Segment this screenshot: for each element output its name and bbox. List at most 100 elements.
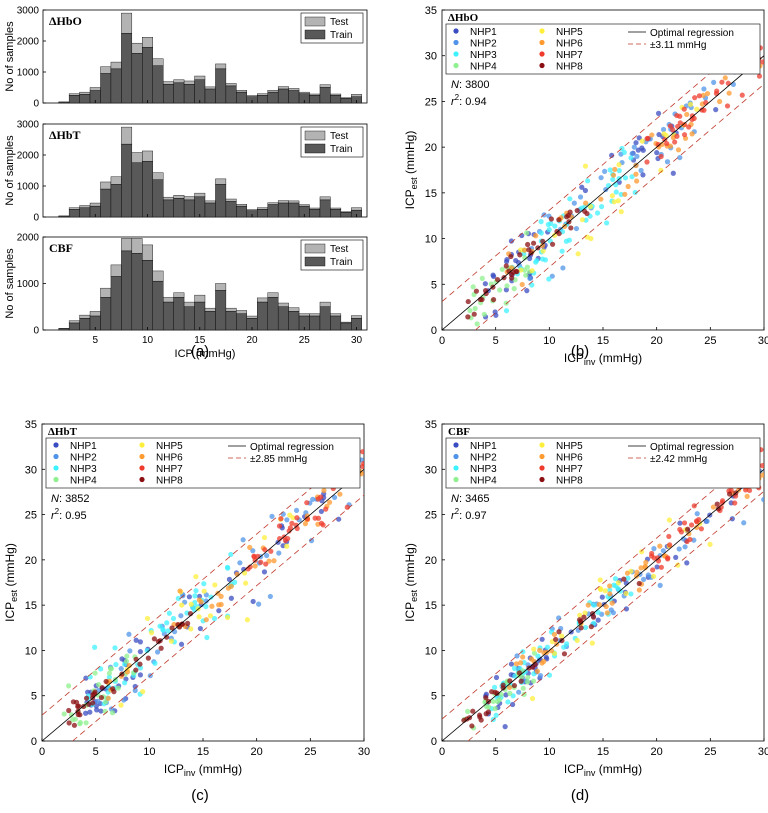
train-bar xyxy=(121,250,133,331)
y-tick-label: 15 xyxy=(425,600,437,612)
test-bar xyxy=(351,315,362,319)
point-nhp2 xyxy=(660,126,667,133)
legend-marker-nhp5 xyxy=(139,442,145,448)
y-tick-label: 35 xyxy=(425,5,437,17)
point-nhp6 xyxy=(105,695,111,701)
point-nhp3 xyxy=(192,593,198,599)
point-nhp3 xyxy=(628,155,634,161)
point-nhp2 xyxy=(293,507,300,514)
point-nhp1 xyxy=(639,145,645,151)
point-nhp7 xyxy=(312,515,318,521)
point-nhp8 xyxy=(83,695,90,701)
y-tick-label: 25 xyxy=(425,96,437,108)
point-nhp7 xyxy=(672,139,678,145)
x-tick-label: 10 xyxy=(543,335,555,347)
point-nhp1 xyxy=(579,184,585,190)
test-bar xyxy=(183,80,195,85)
legend-label-nhp7: NHP7 xyxy=(556,50,583,61)
point-nhp3 xyxy=(567,196,573,202)
point-nhp7 xyxy=(294,515,300,521)
test-bar xyxy=(257,93,268,96)
point-nhp1 xyxy=(508,238,515,244)
point-nhp6 xyxy=(596,601,602,608)
point-nhp5 xyxy=(243,580,249,586)
point-nhp8 xyxy=(465,298,471,305)
point-nhp3 xyxy=(98,666,104,672)
point-nhp1 xyxy=(137,639,143,645)
point-nhp2 xyxy=(651,546,657,552)
test-bar xyxy=(257,297,268,303)
test-bar xyxy=(100,66,112,74)
point-nhp6 xyxy=(603,603,609,610)
point-nhp8 xyxy=(473,288,480,294)
n-value: : 3852 xyxy=(59,493,90,505)
point-nhp2 xyxy=(573,225,580,232)
y-tick-label: 0 xyxy=(33,326,39,337)
legend-marker-nhp8 xyxy=(539,62,545,69)
point-nhp1 xyxy=(132,683,138,690)
x-tick-label: 20 xyxy=(651,746,663,758)
x-tick-label: 5 xyxy=(93,746,99,758)
point-nhp6 xyxy=(604,610,610,616)
y-tick-label: 0 xyxy=(31,736,37,748)
point-nhp2 xyxy=(560,265,566,271)
point-nhp6 xyxy=(675,147,682,153)
point-nhp5 xyxy=(616,162,622,168)
x-label-sub: inv xyxy=(584,357,596,367)
point-nhp1 xyxy=(633,140,639,146)
point-nhp2 xyxy=(154,649,161,655)
train-bar xyxy=(152,280,164,331)
y-label-unit: (mmHg) xyxy=(403,131,417,178)
x-tick-label: 0 xyxy=(39,746,45,758)
test-bar xyxy=(204,200,216,204)
point-nhp3 xyxy=(166,610,172,616)
n-annotation: N: 3800 xyxy=(451,79,490,91)
train-bar xyxy=(340,98,352,104)
y-tick-label: 15 xyxy=(425,188,437,200)
test-bar xyxy=(319,196,331,201)
point-nhp6 xyxy=(533,233,539,239)
point-nhp8 xyxy=(66,720,72,726)
point-nhp6 xyxy=(271,558,277,564)
point-nhp8 xyxy=(470,708,476,714)
point-nhp4 xyxy=(109,710,116,716)
test-bar xyxy=(79,314,91,319)
point-nhp8 xyxy=(513,268,519,274)
point-nhp6 xyxy=(700,92,706,99)
test-bar xyxy=(351,94,362,97)
point-nhp5 xyxy=(574,637,580,643)
point-nhp6 xyxy=(609,600,615,606)
point-nhp2 xyxy=(121,697,127,703)
point-nhp5 xyxy=(207,613,214,619)
y-tick-label: 2000 xyxy=(17,233,40,244)
point-nhp8 xyxy=(727,491,733,497)
point-nhp6 xyxy=(539,660,545,666)
point-nhp6 xyxy=(519,281,525,288)
legend-label-nhp8: NHP8 xyxy=(556,62,583,73)
point-nhp3 xyxy=(632,189,638,196)
histogram-legend: Test Train xyxy=(300,126,364,158)
train-bar xyxy=(68,209,80,218)
point-nhp3 xyxy=(208,594,214,600)
train-bar xyxy=(288,311,300,331)
point-nhp1 xyxy=(524,288,530,294)
train-bar xyxy=(110,184,122,218)
point-nhp5 xyxy=(587,203,594,210)
test-bar xyxy=(330,313,342,317)
train-bar xyxy=(131,253,143,331)
point-nhp5 xyxy=(179,602,185,608)
point-nhp5 xyxy=(148,630,155,636)
legend-label-optimal: Optimal regression xyxy=(250,442,334,453)
histogram-title: ΔHbT xyxy=(49,128,81,142)
point-nhp6 xyxy=(694,524,700,531)
point-nhp7 xyxy=(644,159,650,165)
point-nhp1 xyxy=(93,703,99,709)
y-label-sub: est xyxy=(409,177,419,190)
point-nhp7 xyxy=(304,516,311,522)
upper-band-line xyxy=(42,468,334,716)
point-nhp3 xyxy=(538,219,544,225)
point-nhp2 xyxy=(660,548,666,554)
n-value: : 3800 xyxy=(459,79,490,91)
test-bar xyxy=(298,91,310,94)
test-bar xyxy=(142,150,153,162)
